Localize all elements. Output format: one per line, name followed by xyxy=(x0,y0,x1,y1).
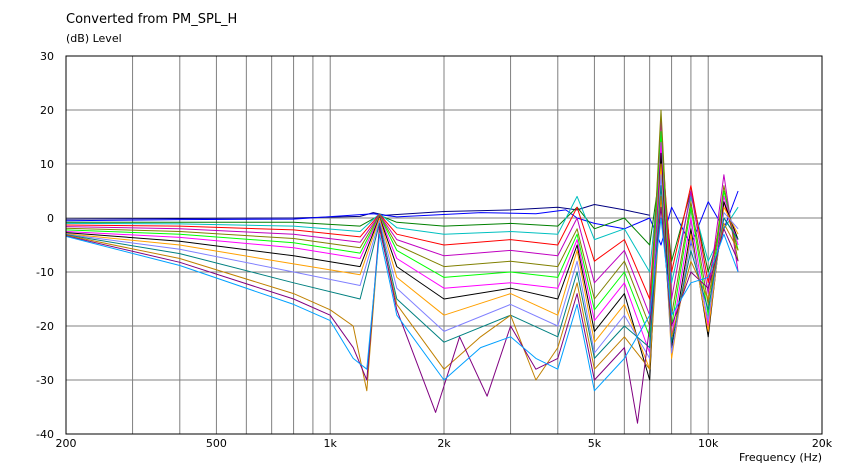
series-line xyxy=(65,163,739,370)
x-tick-labels: 200 500 1k 2k 5k 10k 20k xyxy=(56,437,833,450)
series-line xyxy=(65,206,739,424)
chart-title: Converted from PM_SPL_H xyxy=(66,12,238,27)
y-tick-label: 10 xyxy=(40,158,54,171)
y-tick-label: 20 xyxy=(40,104,54,117)
plot-border xyxy=(65,55,823,435)
series-line xyxy=(65,109,739,327)
series-line xyxy=(65,185,739,359)
x-tick-label: 20k xyxy=(812,437,833,450)
y-tick-label: 30 xyxy=(40,50,54,63)
series-line xyxy=(65,152,739,381)
x-tick-label: 500 xyxy=(206,437,227,450)
x-tick-label: 5k xyxy=(588,437,602,450)
x-tick-label: 1k xyxy=(324,437,338,450)
y-tick-label: -10 xyxy=(36,266,54,279)
y-axis-label: (dB) Level xyxy=(66,32,122,45)
series-line xyxy=(65,136,739,300)
y-tick-labels: 30 20 10 0 -10 -20 -30 -40 xyxy=(36,50,54,441)
series-line xyxy=(65,152,739,284)
series-line xyxy=(65,131,739,338)
x-tick-label: 2k xyxy=(437,437,451,450)
series-line xyxy=(65,204,650,220)
x-tick-label: 200 xyxy=(56,437,77,450)
x-axis-label: Frequency (Hz) xyxy=(739,451,822,464)
series-line xyxy=(65,195,739,392)
y-tick-label: -30 xyxy=(36,374,54,387)
y-tick-label: -20 xyxy=(36,320,54,333)
series-line xyxy=(65,174,739,359)
series-line xyxy=(65,217,739,392)
series-line xyxy=(65,141,739,354)
y-tick-label: -40 xyxy=(36,428,54,441)
x-tick-label: 10k xyxy=(698,437,719,450)
y-tick-label: 0 xyxy=(47,212,54,225)
series-line xyxy=(65,120,739,316)
series-group xyxy=(65,109,739,424)
